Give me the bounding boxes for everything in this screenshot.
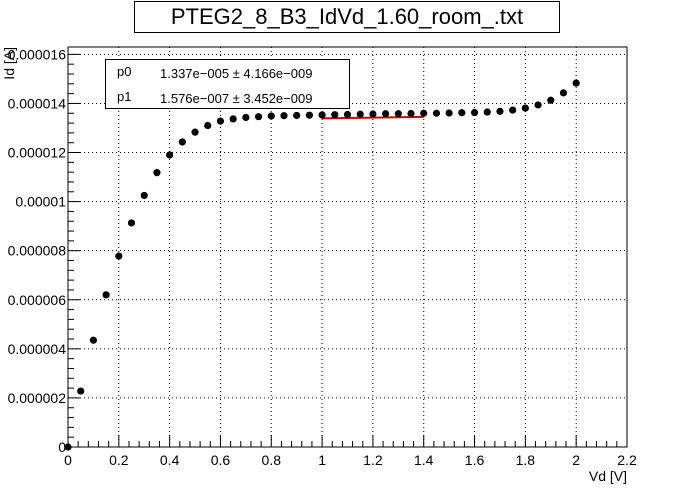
data-point [420,109,428,117]
x-tick-label: 0.8 [262,452,282,468]
x-tick-label: 0.4 [160,452,180,468]
y-tick-label: 0.000012 [8,145,67,161]
data-point [77,387,85,395]
plot-frame [67,46,628,448]
data-point [509,106,517,114]
data-point [242,113,250,122]
x-tick-label: 2 [572,452,580,468]
data-point [216,117,225,125]
data-point [534,101,542,109]
x-tick-label: 1.8 [516,452,536,468]
data-point [204,121,212,130]
data-point [166,151,174,159]
grid-lines [68,47,627,447]
data-points [64,79,580,451]
data-point [521,104,529,112]
data-point [280,112,288,120]
y-tick-label: 0.000016 [8,46,67,62]
data-point [305,111,313,119]
data-point [369,110,377,118]
stats-row-p0: p0 1.337e−005 ± 4.166e−009 [106,60,349,84]
stats-row-p1: p1 1.576e−007 ± 3.452e−009 [106,85,349,109]
stats-param-value: 1.337e−005 ± 4.166e−009 [160,66,313,81]
data-point [267,112,275,120]
data-point [407,109,415,118]
data-point [293,111,301,120]
data-point [331,111,339,119]
y-tick-label: 0.00001 [15,194,66,210]
x-axis-label: Vd [V] [589,468,627,484]
data-point [458,109,466,117]
y-tick-label: 0.000014 [8,95,67,111]
y-tick-label: 0.000002 [8,390,67,406]
x-tick-label: 1.2 [363,452,383,468]
data-point [432,109,441,117]
y-tick-label: 0.000008 [8,243,67,259]
data-point [318,111,326,119]
y-tick-label: 0 [58,439,66,455]
y-tick-label: 0.000004 [8,341,67,357]
y-axis-ticks: 0 0.000002 0.000004 0.000006 0.000008 0.00001… [8,46,80,455]
fit-stats-box: p0 1.337e−005 ± 4.166e−009 p1 1.576e−007… [105,59,350,109]
data-point [229,115,237,123]
data-point [382,110,390,118]
data-point [483,108,491,116]
data-point [254,113,263,121]
data-point [445,109,453,117]
data-point [559,89,568,97]
data-point [572,79,580,87]
data-point [191,128,199,136]
data-point [89,336,98,344]
data-point [127,219,136,227]
data-point [115,252,123,260]
data-point [178,138,186,146]
data-point [153,169,161,177]
x-axis-ticks: 0 0.2 0.4 0.6 0.8 1 1.2 1.4 1.6 1.8 2 2.2 [64,435,637,468]
data-point [343,110,352,119]
x-tick-label: 0 [64,452,72,468]
data-point [356,110,364,118]
x-tick-label: 1 [318,452,326,468]
x-tick-label: 0.2 [109,452,129,468]
data-point [102,291,110,299]
fit-line-group [322,115,424,120]
stats-param-value: 1.576e−007 ± 3.452e−009 [160,91,313,106]
fit-line [322,115,424,120]
x-tick-label: 1.4 [414,452,434,468]
x-tick-label: 2.2 [617,452,637,468]
data-point [470,108,479,117]
y-axis-label: Id [A] [1,47,17,80]
data-point [394,110,402,118]
stats-param-name: p0 [117,64,132,79]
data-point [64,443,72,451]
data-point [496,107,504,115]
data-point [140,191,148,200]
y-tick-label: 0.000006 [8,292,67,308]
x-tick-label: 1.6 [465,452,485,468]
data-point [547,96,555,104]
stats-param-name: p1 [117,89,132,104]
x-tick-label: 0.6 [211,452,231,468]
chart-title: PTEG2_8_B3_IdVd_1.60_room_.txt [134,1,560,33]
